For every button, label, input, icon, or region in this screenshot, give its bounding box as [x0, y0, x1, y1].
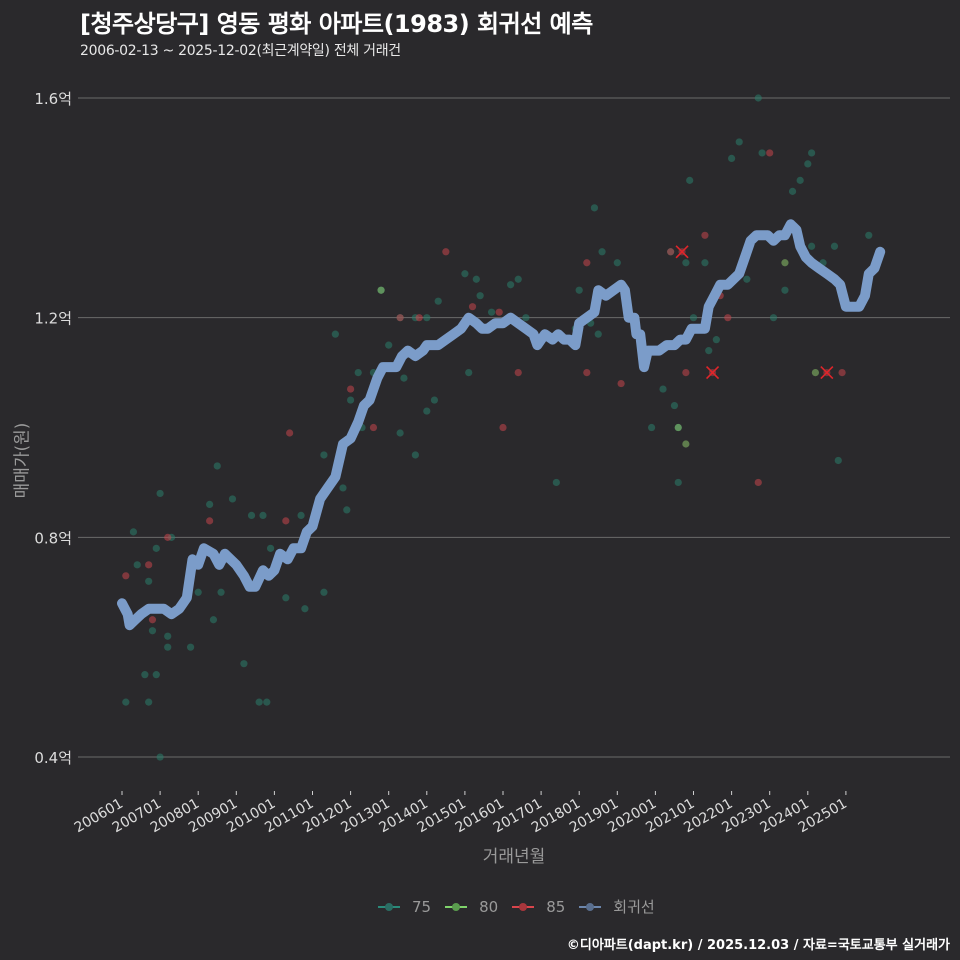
legend: 75 80 85 회귀선 [378, 896, 669, 917]
svg-text:1.2억: 1.2억 [34, 310, 72, 328]
chart-subtitle: 2006-02-13 ~ 2025-12-02(최근계약일) 전체 거래건 [80, 43, 401, 59]
scatter-points [122, 94, 873, 761]
chart-title: [청주상당구] 영동 평화 아파트(1983) 회귀선 예측 [80, 10, 593, 38]
legend-swatch-icon [579, 902, 602, 911]
legend-item-85[interactable]: 85 [512, 898, 565, 916]
y-axis-ticks: 0.4억 0.8억 1.2억 1.6억 [34, 90, 72, 767]
x-axis-ticks: 2006012007012008012009012010012011012012… [72, 791, 850, 836]
y-axis-label: 매매가(원) [12, 422, 33, 499]
legend-item-80[interactable]: 80 [445, 898, 498, 916]
svg-text:0.4억: 0.4억 [34, 749, 72, 767]
svg-text:0.8억: 0.8억 [34, 529, 72, 547]
legend-item-75[interactable]: 75 [378, 898, 431, 916]
svg-text:1.6억: 1.6억 [34, 90, 72, 108]
cancelled-markers [675, 245, 834, 380]
legend-item-regression[interactable]: 회귀선 [579, 896, 655, 917]
legend-swatch-icon [445, 902, 468, 911]
x-axis-label: 거래년월 [482, 847, 546, 867]
regression-line [117, 219, 886, 631]
legend-swatch-icon [378, 902, 400, 911]
source-credit: ©디아파트(dapt.kr) / 2025.12.03 / 자료=국토교통부 실… [566, 938, 950, 953]
gridlines [78, 97, 950, 758]
legend-swatch-icon [512, 902, 535, 911]
